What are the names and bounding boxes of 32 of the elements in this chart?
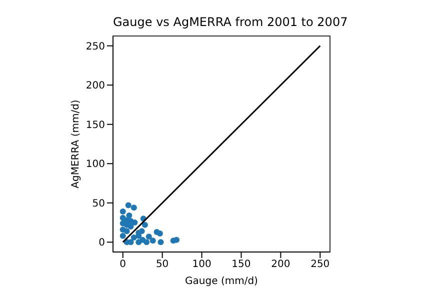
point xyxy=(138,228,145,234)
point xyxy=(125,202,132,208)
point xyxy=(156,230,163,237)
point xyxy=(126,212,132,218)
point xyxy=(130,204,137,211)
chart-title: Gauge vs AgMERRA from 2001 to 2007 xyxy=(113,15,348,29)
point xyxy=(158,239,164,246)
point xyxy=(174,236,180,243)
point xyxy=(146,234,152,240)
y-tick-label: 50 xyxy=(92,198,105,210)
x-tick-label: 150 xyxy=(232,259,251,270)
x-tick-label: 250 xyxy=(310,259,330,270)
y-tick-label: 200 xyxy=(86,80,105,92)
y-tick-label: 100 xyxy=(86,159,105,170)
point xyxy=(120,208,126,215)
y-tick-label: 150 xyxy=(86,120,105,131)
x-tick-label: 0 xyxy=(120,259,126,270)
x-tick-label: 50 xyxy=(156,259,169,270)
point xyxy=(150,238,156,244)
x-tick-label: 100 xyxy=(192,259,212,270)
point xyxy=(144,239,150,246)
point xyxy=(132,220,138,226)
y-tick-label: 0 xyxy=(98,238,105,249)
x-tick-label: 200 xyxy=(271,259,290,270)
x-axis-title: Gauge (mm/d) xyxy=(185,276,258,287)
point xyxy=(128,223,134,230)
point xyxy=(120,232,126,239)
y-axis-title: AgMERRA (mm/d) xyxy=(70,100,82,188)
point xyxy=(142,222,148,228)
point xyxy=(130,234,137,240)
point xyxy=(124,228,130,234)
y-tick-label: 250 xyxy=(86,41,105,52)
